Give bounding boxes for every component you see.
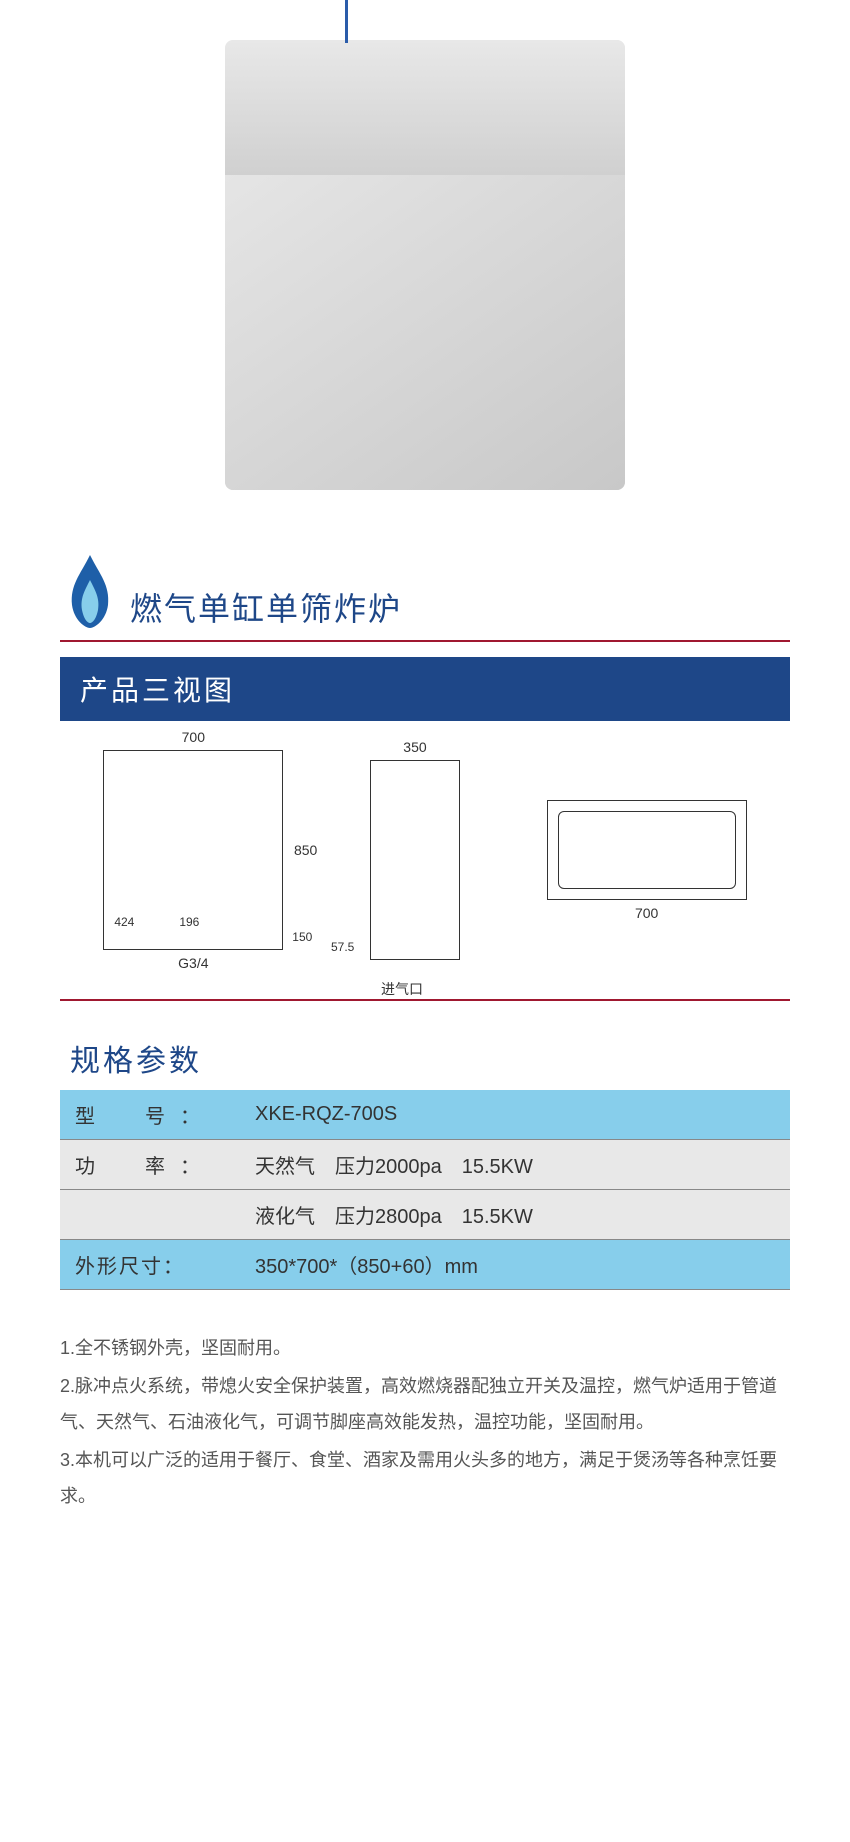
spec-row-dimensions: 外形尺寸： 350*700*（850+60）mm: [60, 1240, 790, 1290]
product-photo-placeholder: [225, 40, 625, 490]
product-title: 燃气单缸单筛炸炉: [130, 584, 402, 630]
dim-g34: G3/4: [178, 955, 208, 971]
spec-row-power2: 液化气 压力2800pa 15.5KW: [60, 1190, 790, 1240]
feature-item: 2.脉冲点火系统，带熄火安全保护装置，高效燃烧器配独立开关及温控，燃气炉适用于管…: [60, 1368, 790, 1440]
dim-leg: 150: [292, 930, 312, 944]
title-underline: [60, 640, 790, 642]
spec-label: 功 率：: [60, 1140, 240, 1190]
drawing-top: 700: [547, 800, 747, 921]
specs-title: 规格参数: [60, 1036, 790, 1080]
feature-item: 1.全不锈钢外壳，坚固耐用。: [60, 1330, 790, 1366]
spec-value: 天然气 压力2000pa 15.5KW: [240, 1140, 790, 1190]
inlet-label: 进气口: [381, 979, 423, 999]
section-header-views: 产品三视图: [60, 657, 790, 721]
product-image-area: [0, 0, 850, 530]
spec-row-power1: 功 率： 天然气 压力2000pa 15.5KW: [60, 1140, 790, 1190]
feature-item: 3.本机可以广泛的适用于餐厅、食堂、酒家及需用火头多的地方，满足于煲汤等各种烹饪…: [60, 1442, 790, 1514]
spec-value: XKE-RQZ-700S: [240, 1090, 790, 1140]
dim-front-width: 700: [182, 729, 205, 745]
spec-label: 外形尺寸：: [60, 1240, 240, 1290]
spec-label: [60, 1190, 240, 1240]
dim-top-width: 700: [635, 905, 658, 921]
dim-front-424: 424: [114, 915, 134, 929]
dim-front-height: 850: [294, 842, 317, 858]
technical-drawings: 700 850 424 196 150 G3/4 350 57.5 进气口 70…: [60, 741, 790, 1001]
spec-value: 350*700*（850+60）mm: [240, 1240, 790, 1290]
dim-side-width: 350: [403, 739, 426, 755]
spec-label: 型 号：: [60, 1090, 240, 1140]
title-row: 燃气单缸单筛炸炉: [0, 530, 850, 640]
spec-row-model: 型 号： XKE-RQZ-700S: [60, 1090, 790, 1140]
flame-icon: [60, 550, 120, 630]
drawing-side: 350 57.5 进气口: [370, 760, 460, 960]
spec-value: 液化气 压力2800pa 15.5KW: [240, 1190, 790, 1240]
drawing-front: 700 850 424 196 150 G3/4: [103, 750, 283, 971]
dim-side-offset: 57.5: [331, 940, 354, 954]
specs-table: 型 号： XKE-RQZ-700S 功 率： 天然气 压力2000pa 15.5…: [60, 1090, 790, 1290]
dim-front-196: 196: [179, 915, 199, 929]
features-list: 1.全不锈钢外壳，坚固耐用。 2.脉冲点火系统，带熄火安全保护装置，高效燃烧器配…: [60, 1330, 790, 1516]
